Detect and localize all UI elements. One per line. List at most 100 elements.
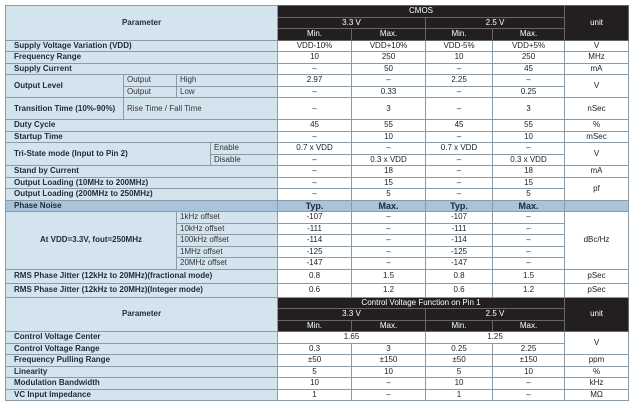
unit-cell: % bbox=[564, 119, 630, 132]
param-label: Output Level bbox=[5, 74, 124, 98]
cell: – bbox=[425, 62, 494, 75]
cell: – bbox=[351, 257, 427, 270]
param-label: RMS Phase Jitter (12kHz to 20MHz)(fracti… bbox=[4, 268, 279, 284]
table-row: Linearity 5 10 5 10% bbox=[4, 365, 630, 378]
voltage-3v3-header: 3.3 V bbox=[277, 308, 427, 321]
table-row: 20MHz offset -147– -147– bbox=[6, 257, 629, 270]
table-row: Transition Time (10%-90%) Rise Time / Fal… bbox=[5, 97, 630, 120]
table-row: At VDD=3.3V, fout=250MHz 1kHz offset -107–… bbox=[5, 211, 630, 270]
min-header: Min. bbox=[425, 28, 494, 41]
cell: -107 bbox=[277, 211, 353, 224]
cell: -147 bbox=[277, 257, 353, 270]
table-row: RMS Phase Jitter (12kHz to 20MHz)(Intege… bbox=[4, 282, 630, 298]
cell: – bbox=[425, 188, 494, 201]
cell: 0.3 x VDD bbox=[492, 153, 566, 166]
table-row: Supply Voltage Variation (VDD) VDD-10% VDD… bbox=[4, 39, 630, 52]
cell: 5 bbox=[277, 365, 353, 378]
cell: – bbox=[351, 74, 427, 87]
parameter-header: Parameter bbox=[4, 5, 279, 41]
cell: 50 bbox=[351, 62, 427, 75]
unit-cell: mSec bbox=[564, 130, 630, 143]
cell: 10 bbox=[277, 377, 353, 390]
cell: – bbox=[277, 130, 353, 143]
unit-cell: mA bbox=[564, 62, 630, 75]
param-label: Transition Time (10%-90%) bbox=[5, 97, 124, 120]
unit-cell: pf bbox=[564, 176, 630, 201]
cell: 1.25 bbox=[425, 331, 566, 344]
sub-label: Low bbox=[175, 85, 279, 98]
table-row: VC Input Impedance 1–1– MΩ bbox=[4, 388, 630, 401]
param-label: Startup Time bbox=[4, 130, 279, 143]
cell: – bbox=[492, 211, 566, 224]
cell: – bbox=[492, 257, 566, 270]
cell: 250 bbox=[492, 51, 566, 64]
cell: – bbox=[425, 165, 494, 178]
table-row: Output Loading (200MHz to 250MHz) –5–5 bbox=[4, 188, 629, 201]
cell: -114 bbox=[425, 234, 494, 247]
sub-label: 1kHz offset bbox=[175, 211, 279, 224]
cell: 1 bbox=[277, 388, 353, 401]
cell: 3 bbox=[492, 97, 566, 120]
cell: – bbox=[277, 165, 353, 178]
unit-cell: V bbox=[564, 331, 630, 355]
cell: VDD-10% bbox=[277, 39, 353, 52]
table-row: Modulation Bandwidth 10–10– kHz bbox=[4, 377, 630, 390]
cell: 0.8 bbox=[277, 268, 353, 284]
cell: 250 bbox=[351, 51, 427, 64]
table-row: Control Voltage Range 0.3 3 0.25 2.25 bbox=[4, 342, 629, 355]
sub-label: 100kHz offset bbox=[175, 234, 279, 247]
cell: 5 bbox=[351, 188, 427, 201]
cell: 18 bbox=[351, 165, 427, 178]
param-label: Frequency Range bbox=[4, 51, 279, 64]
cell: – bbox=[492, 142, 566, 155]
table-row: Supply Current –50–45 mA bbox=[4, 62, 630, 75]
table-row: RMS Phase Jitter (12kHz to 20MHz)(fracti… bbox=[4, 268, 630, 284]
cell: – bbox=[351, 245, 427, 258]
control-voltage-header: Control Voltage Function on Pin 1 bbox=[277, 296, 566, 309]
cell: 10 bbox=[351, 130, 427, 143]
table-row: Output Level Output High 2.97–2.25– V bbox=[5, 74, 630, 98]
cell: 1 bbox=[425, 388, 494, 401]
unit-cell: V bbox=[564, 142, 630, 166]
cell: 2.97 bbox=[277, 74, 353, 87]
cell: – bbox=[492, 74, 566, 87]
unit-header: unit bbox=[564, 296, 630, 332]
unit-cell: mA bbox=[564, 165, 630, 178]
unit-header: unit bbox=[564, 5, 630, 41]
cell: 10 bbox=[425, 51, 494, 64]
unit-cell: V bbox=[564, 74, 630, 98]
cell: 45 bbox=[492, 62, 566, 75]
table-row: Frequency Range 10 250 10 250 MHz bbox=[4, 51, 630, 64]
blank-cell bbox=[564, 199, 630, 212]
cell: – bbox=[277, 62, 353, 75]
cell: 1.2 bbox=[351, 282, 427, 298]
phase-noise-header-row: Phase Noise Typ. Max. Typ. Max. bbox=[4, 199, 630, 212]
cell: 10 bbox=[492, 130, 566, 143]
cell: 15 bbox=[492, 176, 566, 189]
typ-header: Typ. bbox=[277, 199, 353, 212]
cell: -114 bbox=[277, 234, 353, 247]
cell: -111 bbox=[277, 222, 353, 235]
cell: 1.2 bbox=[492, 282, 566, 298]
cell: 0.8 bbox=[425, 268, 494, 284]
cell: 2.25 bbox=[492, 342, 566, 355]
cell: VDD+5% bbox=[492, 39, 566, 52]
cell: 5 bbox=[425, 365, 494, 378]
table-row: Duty Cycle 45 55 45 55% bbox=[4, 119, 630, 132]
cell: 18 bbox=[492, 165, 566, 178]
cell: -125 bbox=[277, 245, 353, 258]
cell: ±150 bbox=[351, 354, 427, 367]
table-row: Stand by Current –18–18 mA bbox=[4, 165, 630, 178]
cell: -125 bbox=[425, 245, 494, 258]
cell: – bbox=[492, 234, 566, 247]
max-header: Max. bbox=[351, 199, 427, 212]
cell: 10 bbox=[277, 51, 353, 64]
cell: – bbox=[425, 97, 494, 120]
cell: 1.5 bbox=[492, 268, 566, 284]
cell: 10 bbox=[492, 365, 566, 378]
cell: – bbox=[277, 85, 353, 98]
max-header: Max. bbox=[492, 28, 566, 41]
cell: 1.65 bbox=[277, 331, 427, 344]
typ-header: Typ. bbox=[425, 199, 494, 212]
param-label: RMS Phase Jitter (12kHz to 20MHz)(Intege… bbox=[4, 282, 279, 298]
